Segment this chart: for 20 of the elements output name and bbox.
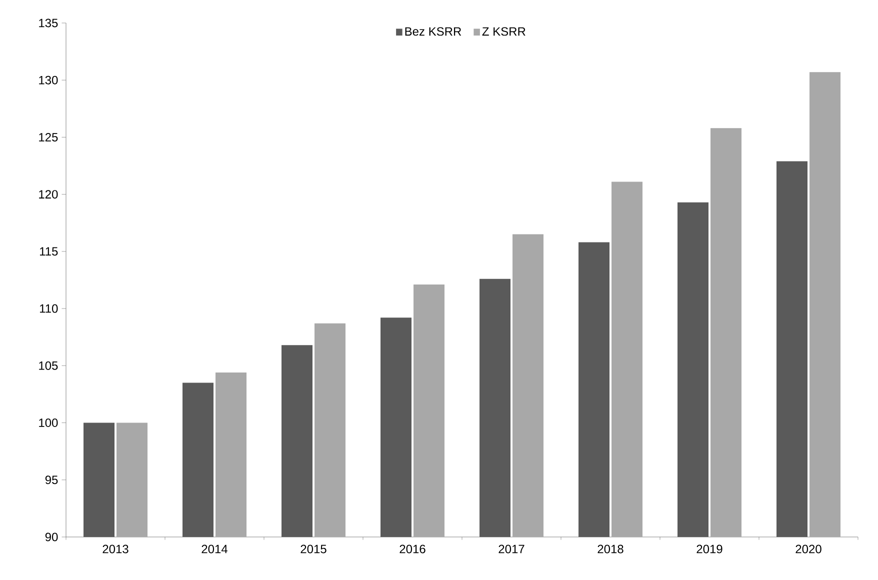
legend-label: Bez KSRR — [405, 27, 462, 36]
x-tick-label: 2018 — [598, 544, 624, 554]
x-tick-label: 2013 — [102, 544, 128, 554]
x-tick-label: 2020 — [796, 544, 822, 554]
x-tick-label: 2014 — [202, 544, 228, 554]
x-tick-label: 2017 — [498, 544, 524, 554]
y-tick-label: 100 — [39, 418, 58, 428]
x-tick-label: 2019 — [696, 544, 722, 554]
y-tick-label: 105 — [39, 361, 58, 370]
y-tick-label: 110 — [40, 304, 58, 313]
y-tick-label: 120 — [39, 190, 58, 199]
y-tick-label: 135 — [39, 18, 58, 28]
x-tick-label: 2016 — [400, 544, 426, 554]
y-tick-label: 115 — [40, 247, 58, 256]
x-tick-label: 2015 — [300, 544, 326, 554]
legend-label: Z KSRR — [482, 27, 526, 36]
y-tick-label: 95 — [45, 476, 58, 484]
y-tick-label: 130 — [39, 76, 58, 84]
y-tick-label: 125 — [39, 132, 58, 142]
y-tick-label: 90 — [45, 532, 58, 542]
